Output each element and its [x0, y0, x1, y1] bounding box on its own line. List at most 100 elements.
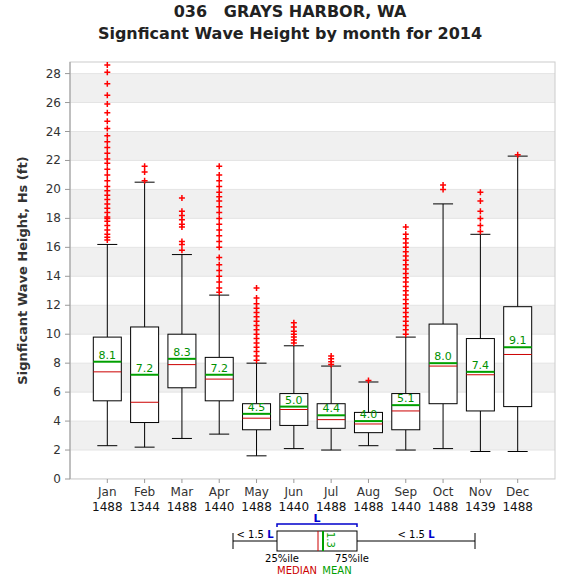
- count-label: 1488: [353, 500, 384, 514]
- key-median: [318, 531, 319, 551]
- y-tick-label: 14: [46, 269, 61, 283]
- x-tick: [256, 479, 257, 483]
- key-whisker-label: < 1.5 L: [397, 529, 435, 540]
- key-cap: [233, 533, 234, 549]
- key-q3-label: 75%ile: [335, 553, 369, 564]
- y-tick: [65, 363, 70, 364]
- mean-label: 4.4: [322, 402, 340, 415]
- outlier: [216, 204, 222, 210]
- x-tick: [331, 479, 332, 483]
- median-line: [131, 402, 159, 403]
- grid-band: [70, 421, 555, 450]
- y-tick: [65, 392, 70, 393]
- outlier: [515, 152, 521, 158]
- outlier: [179, 247, 185, 253]
- lower-whisker: [480, 411, 481, 452]
- y-tick: [65, 479, 70, 480]
- x-tick-label: Mar: [171, 485, 194, 499]
- lower-whisker: [181, 388, 182, 439]
- lower-cap: [135, 447, 155, 448]
- key-whisker-text: < 1.5: [397, 529, 428, 540]
- outlier: [216, 254, 222, 260]
- outlier: [179, 195, 185, 201]
- key-whisker-label: < 1.5 L: [236, 529, 274, 540]
- grid-band: [70, 189, 555, 218]
- count-label: 1440: [390, 500, 421, 514]
- mean-label: 7.2: [210, 362, 228, 375]
- count-label: 1439: [465, 500, 496, 514]
- key-whisker-text: < 1.5: [236, 529, 267, 540]
- upper-whisker: [517, 156, 518, 307]
- grid-line: [70, 450, 555, 451]
- outlier: [179, 239, 185, 245]
- lower-whisker: [405, 430, 406, 450]
- outlier: [104, 178, 110, 184]
- y-tick-label: 0: [53, 472, 61, 486]
- upper-cap: [433, 203, 453, 204]
- outlier: [216, 178, 222, 184]
- lower-whisker: [107, 401, 108, 446]
- outlier: [254, 285, 260, 291]
- outlier: [216, 268, 222, 274]
- upper-cap: [172, 254, 192, 255]
- lower-cap: [284, 448, 304, 449]
- key-whisker: [233, 541, 277, 542]
- x-tick-label: Jun: [283, 485, 303, 499]
- outlier: [365, 378, 371, 384]
- count-label: 1440: [279, 500, 310, 514]
- lower-whisker: [517, 407, 518, 452]
- outlier: [254, 295, 260, 301]
- outlier: [104, 166, 110, 172]
- mean-label: 4.0: [360, 408, 378, 421]
- x-tick-label: Nov: [469, 485, 492, 499]
- outlier: [104, 144, 110, 150]
- outlier: [216, 227, 222, 233]
- key-iqr-label: L: [313, 512, 320, 525]
- y-tick: [65, 247, 70, 248]
- median-line: [93, 371, 121, 372]
- upper-cap: [97, 244, 117, 245]
- outlier: [104, 133, 110, 139]
- key-box: [277, 531, 357, 551]
- count-label: 1488: [241, 500, 272, 514]
- outlier: [104, 150, 110, 156]
- lower-cap: [321, 450, 341, 451]
- x-tick-label: Sep: [394, 485, 417, 499]
- y-tick-label: 16: [46, 240, 61, 254]
- y-tick: [65, 102, 70, 103]
- lower-cap: [470, 451, 490, 452]
- outlier: [216, 233, 222, 239]
- median-line: [317, 419, 345, 420]
- grid-line: [70, 102, 555, 103]
- lower-whisker: [443, 404, 444, 449]
- outlier: [104, 156, 110, 162]
- y-axis-label: Signficant Wave Height, Hs (ft): [15, 156, 30, 384]
- key-example: 1.3: [325, 532, 336, 548]
- x-tick-label: Jan: [97, 485, 117, 499]
- mean-label: 8.0: [434, 350, 452, 363]
- y-tick: [65, 218, 70, 219]
- outlier: [104, 118, 110, 124]
- upper-whisker: [405, 337, 406, 393]
- x-tick: [181, 479, 182, 483]
- mean-label: 4.5: [248, 401, 266, 414]
- upper-whisker: [256, 363, 257, 404]
- lower-whisker: [293, 425, 294, 448]
- y-tick: [65, 305, 70, 306]
- median-line: [354, 423, 382, 424]
- y-tick: [65, 334, 70, 335]
- median-line: [280, 409, 308, 410]
- outlier: [216, 163, 222, 169]
- mean-label: 7.2: [136, 362, 154, 375]
- y-tick-label: 18: [46, 211, 61, 225]
- median-line: [429, 366, 457, 367]
- mean-labels: 8.17.28.37.24.55.04.44.05.18.07.49.1: [99, 334, 527, 421]
- x-tick: [517, 479, 518, 483]
- grid-line: [70, 73, 555, 74]
- outlier: [477, 189, 483, 195]
- count-label: 1488: [428, 500, 459, 514]
- outlier: [104, 110, 110, 116]
- upper-whisker: [331, 366, 332, 404]
- outlier: [104, 184, 110, 190]
- key-mean-label: MEAN: [322, 565, 351, 576]
